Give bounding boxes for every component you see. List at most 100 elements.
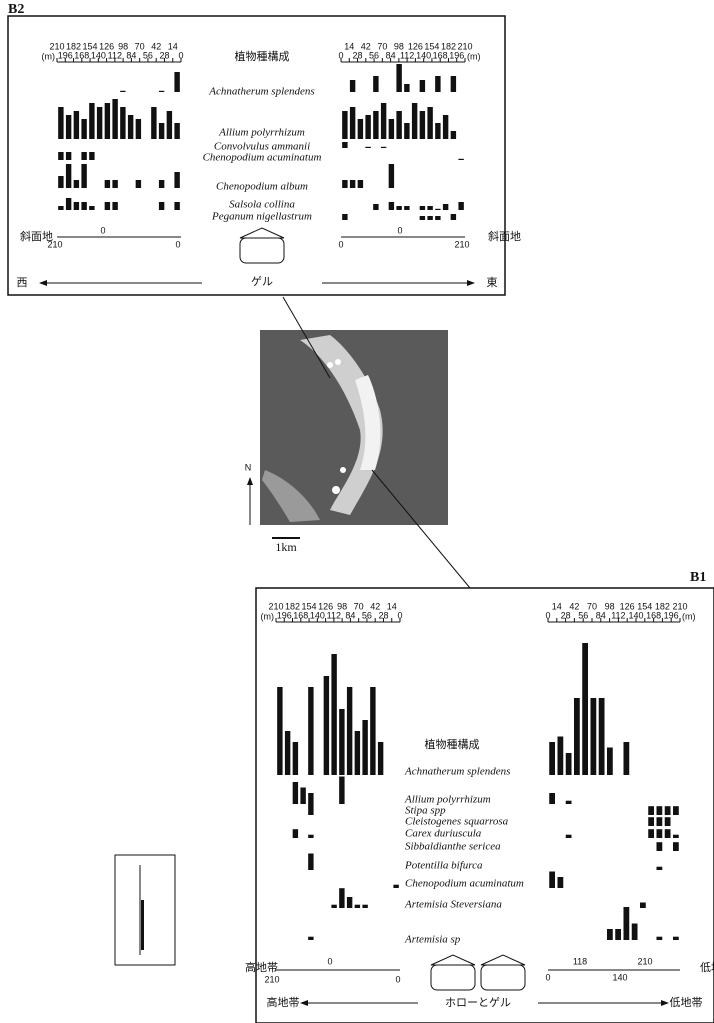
tick-label: 140 — [310, 610, 325, 620]
bar — [404, 123, 410, 139]
species-name: Allium polyrrhizum — [404, 794, 491, 806]
tick-label: 126 — [408, 41, 423, 51]
bar — [58, 152, 64, 160]
bar — [631, 923, 638, 940]
tick-label: 70 — [135, 41, 145, 51]
bar — [89, 206, 95, 210]
tick-label: 56 — [578, 610, 588, 620]
bar — [349, 107, 356, 139]
bar — [89, 152, 95, 160]
tick-label: 196 — [277, 610, 292, 620]
bar — [81, 164, 87, 188]
unit-label: (m) — [467, 51, 481, 61]
panel-label: B2 — [8, 2, 24, 17]
bar — [331, 904, 337, 908]
tick-label: 84 — [345, 610, 355, 620]
bar — [73, 202, 80, 210]
species-name: Potentilla bifurca — [404, 860, 483, 872]
bar — [96, 107, 103, 139]
profile-tick: 210 — [47, 239, 62, 249]
bar — [58, 176, 64, 188]
direction-label: 東 — [487, 276, 498, 289]
bar — [135, 180, 142, 188]
bar — [427, 216, 433, 220]
bar — [342, 142, 348, 148]
profile-tick: 0 — [175, 239, 180, 249]
tick-label: 84 — [386, 50, 396, 60]
bar — [656, 936, 663, 940]
bar — [373, 111, 379, 139]
bar — [362, 720, 368, 775]
tick-label: 70 — [354, 601, 364, 611]
bar — [450, 76, 457, 92]
bar — [419, 206, 426, 210]
bar — [354, 904, 361, 908]
bar — [442, 204, 449, 210]
bar — [623, 742, 630, 775]
bar — [427, 206, 433, 210]
bar — [582, 643, 589, 775]
profile-tick: 0 — [545, 972, 550, 982]
tick-label: 14 — [344, 41, 354, 51]
tick-label: 14 — [552, 601, 562, 611]
profile-tick: 118 — [573, 956, 587, 966]
bar — [357, 180, 364, 188]
bar — [573, 698, 580, 775]
bar — [388, 119, 395, 139]
species-name: Cleistogenes squarrosa — [405, 816, 509, 828]
bar — [174, 172, 180, 188]
ger-icon — [480, 964, 526, 991]
profile-tick: 140 — [612, 972, 627, 982]
tick-label: 28 — [378, 610, 388, 620]
bar — [166, 111, 173, 139]
bar — [435, 76, 441, 92]
tick-label: 126 — [99, 41, 114, 51]
bar — [370, 687, 376, 775]
bar — [664, 806, 671, 815]
bar — [346, 687, 353, 775]
tick-label: 210 — [457, 41, 472, 51]
tick-label: 70 — [377, 41, 387, 51]
tick-label: 126 — [318, 601, 333, 611]
species-name: Artemisia Steversiana — [404, 899, 502, 911]
bar — [339, 776, 345, 804]
tick-label: 182 — [655, 601, 670, 611]
bar — [648, 829, 655, 838]
bar — [292, 742, 299, 775]
profile-label: 低地帯 — [700, 961, 714, 974]
bar — [458, 158, 464, 160]
species-name: Achnatherum splendens — [404, 766, 510, 778]
bar — [435, 216, 441, 220]
ger-icon — [430, 954, 476, 966]
bar — [373, 204, 379, 210]
bar — [104, 180, 111, 188]
profile-tick: 0 — [397, 225, 402, 235]
bar — [565, 800, 572, 804]
species-name: Salsola collina — [229, 199, 295, 211]
tick-label: 154 — [424, 41, 439, 51]
tick-label: 14 — [168, 41, 178, 51]
species-name: Convolvulus ammanii — [214, 141, 310, 153]
bar — [151, 107, 157, 139]
tick-label: 154 — [302, 601, 317, 611]
bar — [127, 115, 134, 139]
bar — [396, 64, 402, 92]
bar — [357, 119, 364, 139]
tick-label: 56 — [143, 50, 153, 60]
bar — [174, 123, 180, 139]
bar — [672, 806, 679, 815]
bar — [65, 115, 72, 139]
bar — [450, 131, 457, 139]
bar — [656, 866, 663, 870]
tick-label: 28 — [561, 610, 571, 620]
tick-label: 56 — [369, 50, 379, 60]
bar — [323, 676, 330, 775]
tick-label: 28 — [159, 50, 169, 60]
tick-label: 84 — [126, 50, 136, 60]
bar — [81, 202, 87, 210]
tick-label: 112 — [400, 50, 414, 60]
bar — [419, 216, 426, 220]
bar — [388, 202, 395, 210]
bar — [112, 180, 118, 188]
tick-label: 84 — [596, 610, 606, 620]
